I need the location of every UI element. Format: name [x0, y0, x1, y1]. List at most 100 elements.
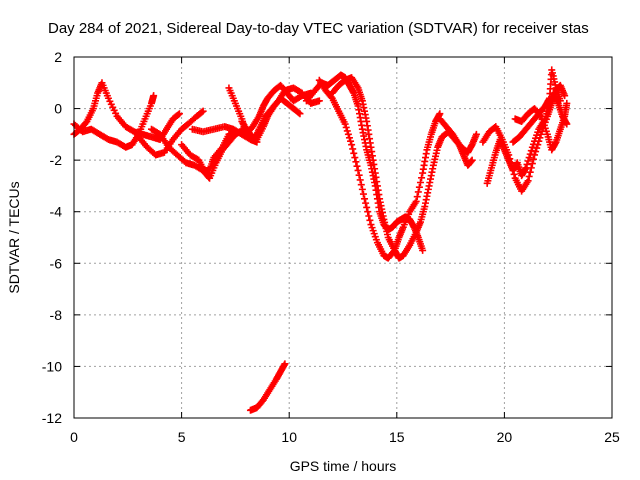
- data-point: [343, 127, 351, 135]
- data-point: [350, 149, 358, 157]
- data-point: [536, 111, 544, 119]
- data-point: [358, 185, 366, 193]
- data-point: [507, 159, 515, 167]
- data-point: [341, 120, 349, 128]
- data-point: [526, 150, 534, 158]
- y-tick-label: -8: [50, 307, 63, 323]
- data-point: [529, 155, 537, 163]
- data-point: [353, 162, 361, 170]
- x-tick-label: 20: [497, 429, 513, 445]
- y-tick-label: -4: [50, 204, 63, 220]
- data-point: [413, 193, 421, 201]
- data-point: [508, 163, 516, 171]
- data-point: [296, 110, 304, 118]
- y-tick-label: -10: [42, 358, 62, 374]
- data-point: [175, 110, 183, 118]
- y-tick-label: -2: [50, 152, 63, 168]
- series-track-18: [511, 99, 571, 154]
- data-point: [536, 134, 544, 142]
- data-point: [355, 171, 363, 179]
- data-point: [556, 97, 564, 105]
- x-tick-label: 5: [178, 429, 186, 445]
- data-point: [527, 164, 535, 172]
- data-point: [506, 155, 514, 163]
- data-point: [364, 208, 372, 216]
- data-point: [354, 166, 362, 174]
- data-point: [510, 170, 518, 178]
- data-point: [468, 156, 476, 164]
- data-point: [527, 147, 535, 155]
- data-point: [532, 148, 540, 156]
- data-point: [366, 216, 374, 224]
- data-point: [359, 190, 367, 198]
- data-point: [345, 134, 353, 142]
- data-point: [363, 203, 371, 211]
- data-point: [412, 197, 420, 205]
- data-point: [349, 145, 357, 153]
- data-point: [295, 109, 303, 117]
- data-point: [535, 137, 543, 145]
- data-point: [281, 360, 289, 368]
- series-track-3: [135, 107, 207, 159]
- data-point: [199, 107, 207, 115]
- y-tick-label: -6: [50, 255, 63, 271]
- data-point: [524, 177, 532, 185]
- data-point: [472, 130, 480, 138]
- data-point: [505, 151, 513, 159]
- data-point: [174, 111, 182, 119]
- data-point: [509, 166, 517, 174]
- data-points: [70, 66, 571, 414]
- data-point: [531, 151, 539, 159]
- plot-frame: [73, 56, 613, 419]
- data-point: [315, 97, 323, 105]
- axis-ticks: [73, 56, 613, 419]
- data-point: [419, 246, 427, 254]
- data-point: [150, 92, 158, 100]
- data-point: [414, 188, 422, 196]
- data-point: [524, 157, 532, 165]
- data-point: [563, 120, 571, 128]
- data-point: [344, 130, 352, 138]
- data-point: [534, 141, 542, 149]
- data-point: [365, 212, 373, 220]
- data-point: [361, 195, 369, 203]
- data-point: [342, 123, 350, 131]
- x-axis-title: GPS time / hours: [290, 458, 397, 474]
- chart-title: Day 284 of 2021, Sidereal Day-to-day VTE…: [48, 20, 589, 37]
- data-point: [563, 99, 571, 107]
- y-tick-label: 0: [54, 101, 62, 117]
- data-point: [352, 158, 360, 166]
- y-tick-label: -12: [42, 410, 62, 426]
- series-track-10: [246, 360, 289, 414]
- data-point: [416, 178, 424, 186]
- data-point: [525, 154, 533, 162]
- data-point: [347, 137, 355, 145]
- data-point: [362, 199, 370, 207]
- data-point: [528, 160, 536, 168]
- series-track-2: [70, 79, 183, 144]
- x-tick-label: 0: [70, 429, 78, 445]
- series-track-9: [253, 94, 304, 144]
- data-point: [351, 154, 359, 162]
- data-point: [526, 168, 534, 176]
- x-tick-label: 25: [604, 429, 620, 445]
- x-tick-label: 10: [281, 429, 297, 445]
- data-point: [415, 183, 423, 191]
- data-point: [561, 92, 569, 100]
- y-tick-labels: -12 -10 -8 -6 -4 -2 0 2: [42, 49, 62, 426]
- series-track-13: [328, 74, 480, 262]
- data-point: [418, 174, 426, 182]
- data-point: [356, 176, 364, 184]
- data-point: [348, 141, 356, 149]
- data-point: [525, 172, 533, 180]
- data-point: [357, 181, 365, 189]
- series-track-12: [315, 76, 444, 262]
- x-tick-label: 15: [389, 429, 405, 445]
- x-tick-labels: 0 5 10 15 20 25: [70, 429, 620, 445]
- y-axis-title: SDTVAR / TECUs: [6, 181, 22, 293]
- data-point: [523, 160, 531, 168]
- series-track-14: [436, 115, 476, 169]
- y-tick-label: 2: [54, 49, 62, 65]
- data-point: [533, 144, 541, 152]
